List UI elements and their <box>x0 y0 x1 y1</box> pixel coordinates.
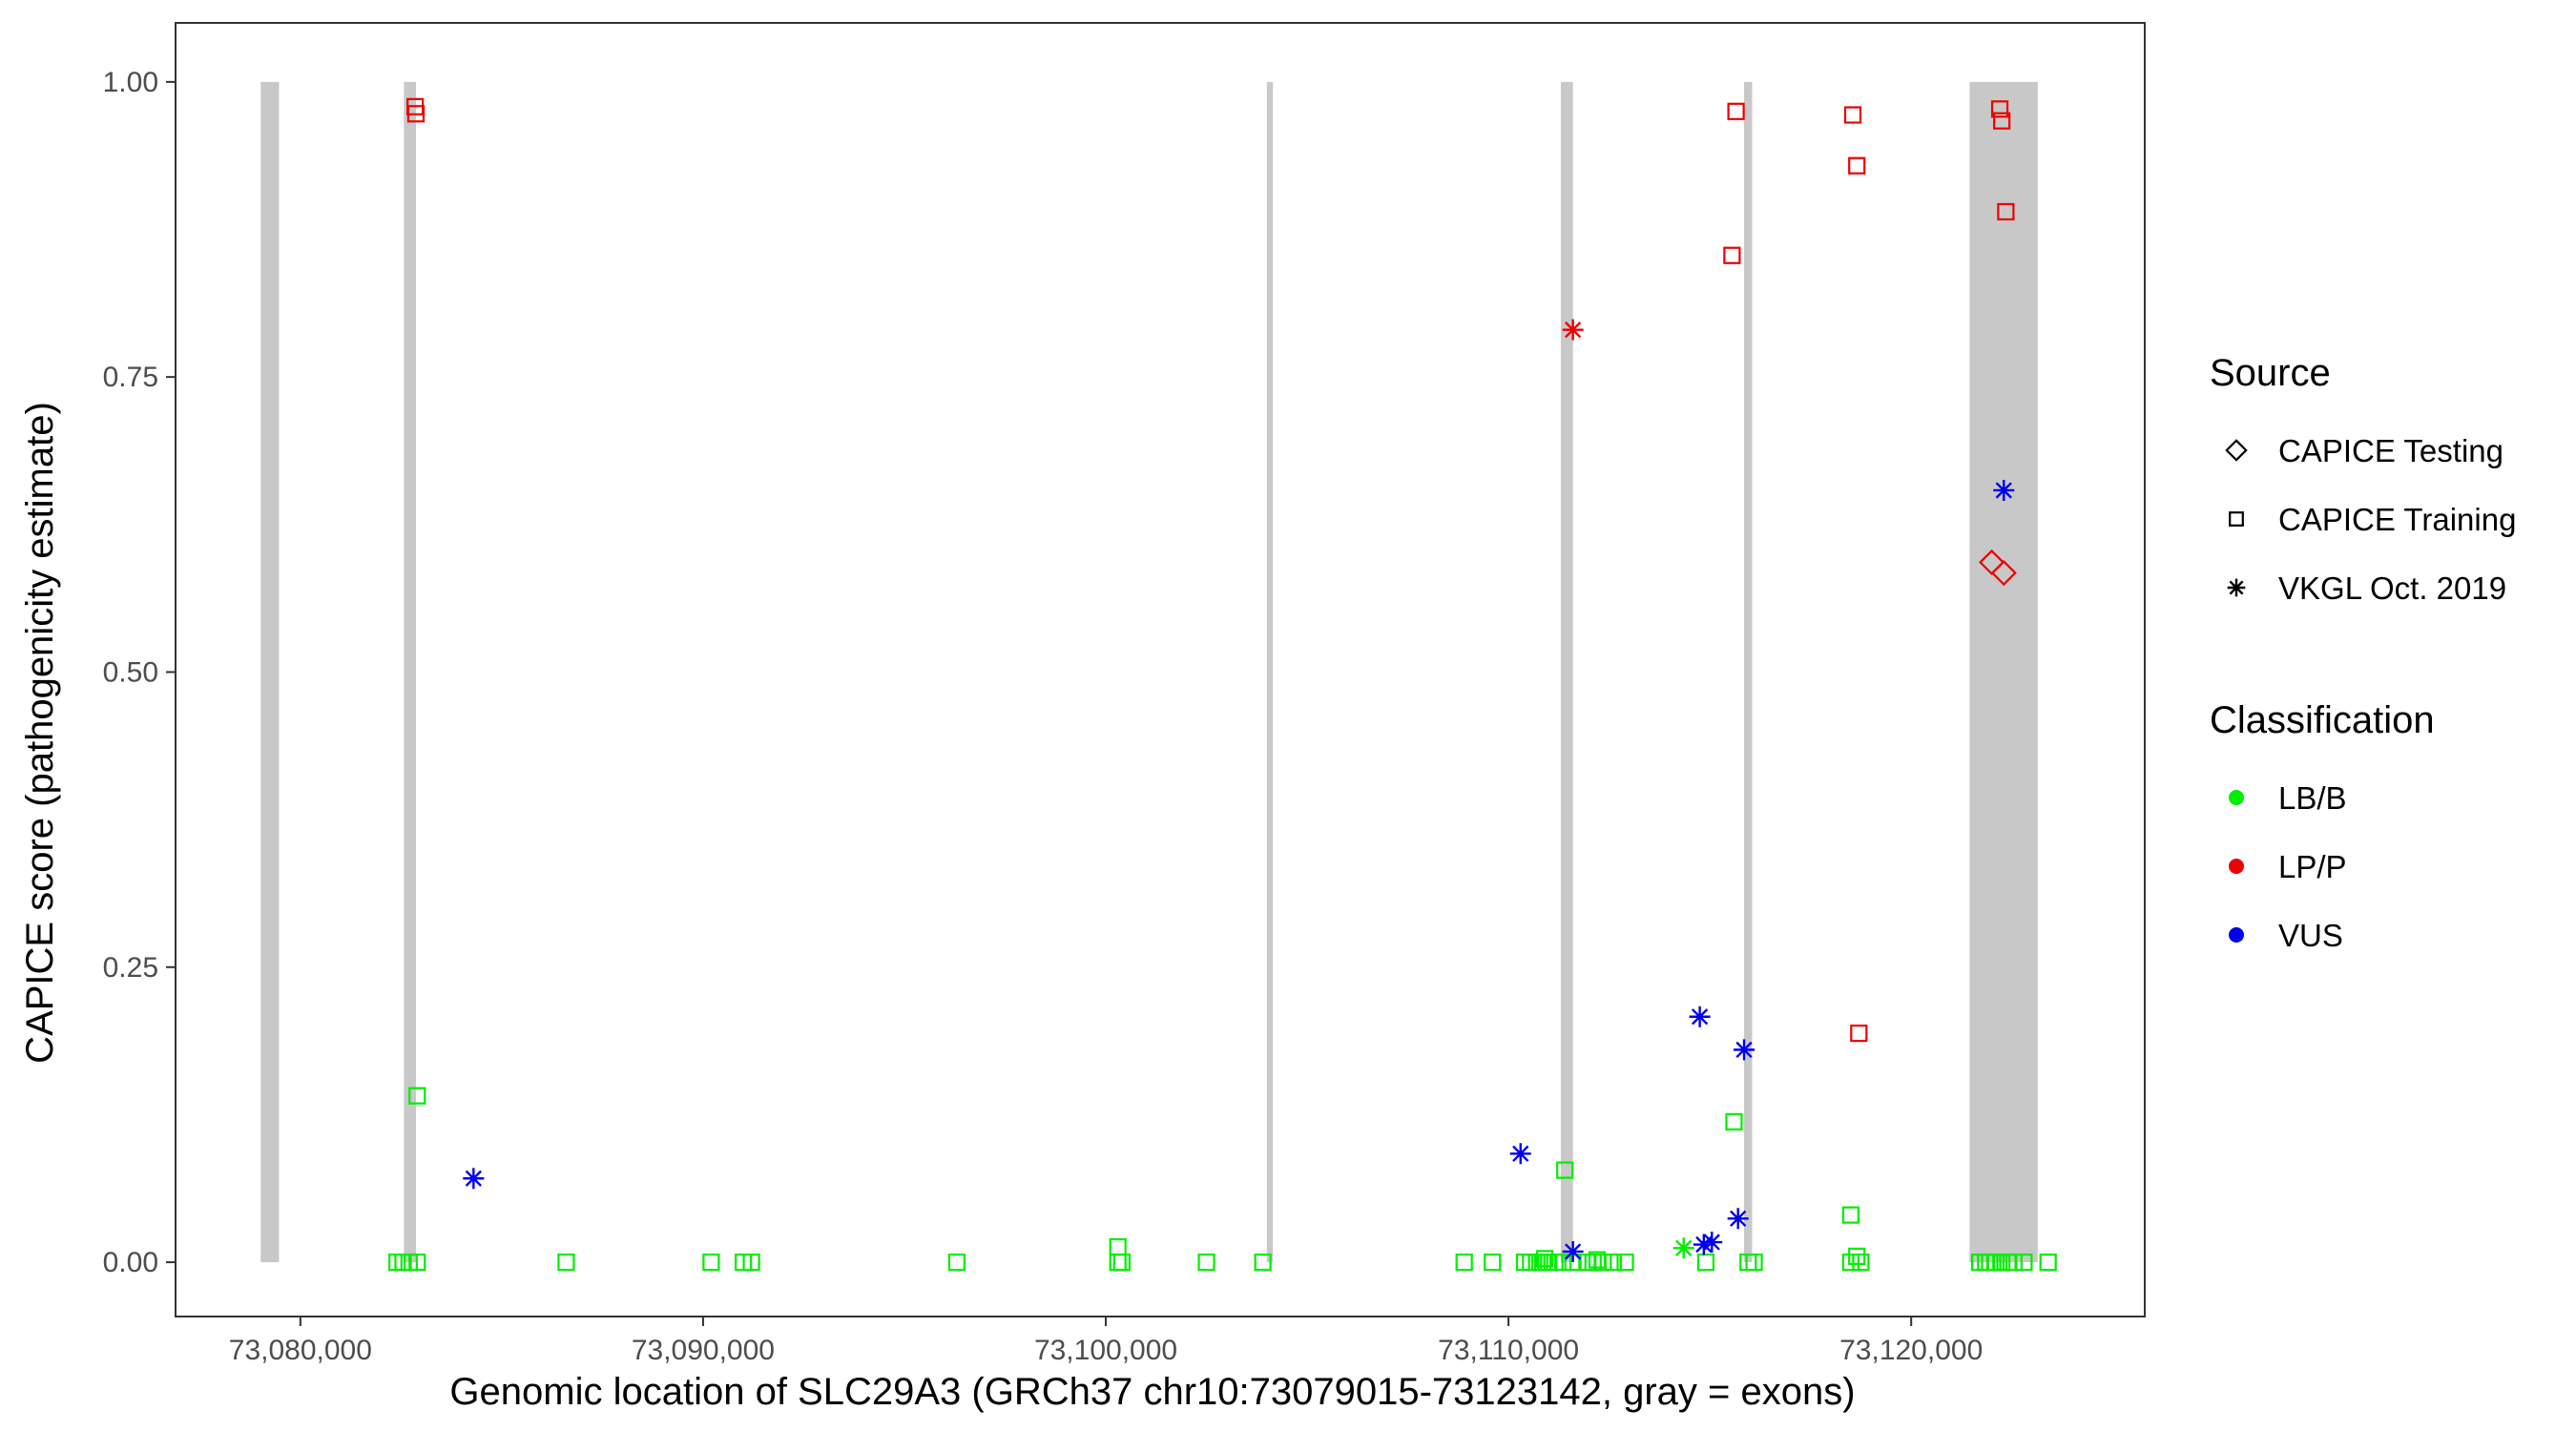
legend: Source CAPICE Testing CAPICE Training VKGL … <box>2210 352 2516 953</box>
data-point <box>2005 1253 2023 1272</box>
legend-key <box>2229 790 2244 805</box>
legend-label: CAPICE Testing <box>2278 433 2503 468</box>
data-point <box>1841 1253 1859 1272</box>
x-tick-label: 73,080,000 <box>229 1335 372 1366</box>
exon-band <box>404 81 416 1263</box>
data-point <box>557 1253 575 1272</box>
data-point <box>702 1253 720 1272</box>
legend-label: LP/P <box>2278 849 2347 884</box>
data-point <box>1562 319 1584 341</box>
exon-band <box>1266 81 1274 1263</box>
data-point <box>1727 102 1745 120</box>
exon-band <box>1560 81 1573 1263</box>
y-tick-label: 0.25 <box>103 952 158 984</box>
exon-band <box>1744 81 1753 1263</box>
legend-label: CAPICE Training <box>2278 502 2516 537</box>
data-point <box>408 1253 426 1272</box>
data-point <box>1509 1143 1531 1165</box>
data-point <box>1993 112 2011 130</box>
data-point <box>1734 1039 1755 1061</box>
data-point <box>1701 1232 1723 1254</box>
data-point <box>1993 479 2015 501</box>
data-point <box>1594 1253 1612 1272</box>
data-point <box>1696 1253 1715 1272</box>
data-point <box>1455 1253 1473 1272</box>
data-point <box>1850 1024 1868 1043</box>
legend-title: Source <box>2210 352 2331 394</box>
data-point <box>1990 559 2017 587</box>
legend-key <box>2227 578 2246 597</box>
x-tick-label: 73,100,000 <box>1034 1335 1177 1366</box>
exon-band <box>260 81 280 1263</box>
legend-key <box>2229 927 2244 943</box>
data-point <box>1852 1253 1870 1272</box>
legend-key <box>2229 511 2244 527</box>
x-axis-title: Genomic location of SLC29A3 (GRCh37 chr1… <box>449 1371 1855 1413</box>
data-point <box>1535 1250 1554 1268</box>
data-point <box>1584 1253 1602 1272</box>
y-tick-label: 0.75 <box>103 362 158 393</box>
data-point <box>1725 1112 1743 1130</box>
data-point <box>742 1253 760 1272</box>
data-point <box>1723 246 1741 264</box>
plot-panel <box>175 22 2146 1317</box>
legend-key <box>2229 859 2244 874</box>
data-point <box>406 105 426 123</box>
data-point <box>2039 1253 2057 1272</box>
data-point <box>1553 1253 1572 1272</box>
data-point <box>1843 106 1862 124</box>
data-point <box>408 1087 426 1105</box>
data-point <box>1616 1253 1634 1272</box>
y-tick-label: 1.00 <box>103 67 158 98</box>
data-point <box>1689 1006 1711 1027</box>
data-point <box>1997 202 2015 221</box>
legend-label: LB/B <box>2278 780 2347 816</box>
x-tick-label: 73,090,000 <box>632 1335 775 1366</box>
data-point <box>1848 1247 1866 1266</box>
data-point <box>1672 1237 1694 1259</box>
y-axis-title: CAPICE score (pathogenicity estimate) <box>19 402 61 1064</box>
y-tick-label: 0.50 <box>103 656 158 688</box>
data-point <box>463 1168 485 1190</box>
data-point <box>1745 1253 1763 1272</box>
data-point <box>1727 1208 1749 1230</box>
data-point <box>1990 100 2009 118</box>
axes: 73,080,000 73,090,000 73,100,000 73,110,000… <box>103 67 1984 1366</box>
legend-label: VUS <box>2278 918 2343 953</box>
legend-key <box>2225 439 2248 462</box>
data-point <box>1484 1253 1502 1272</box>
data-point <box>1197 1253 1215 1272</box>
legend-title: Classification <box>2210 699 2435 741</box>
x-tick-label: 73,110,000 <box>1438 1335 1579 1366</box>
data-point <box>947 1253 966 1272</box>
y-tick-label: 0.00 <box>103 1247 158 1278</box>
data-point <box>1693 1234 1714 1255</box>
data-point <box>1588 1251 1607 1269</box>
data-point <box>1848 156 1866 175</box>
legend-label: VKGL Oct. 2019 <box>2278 570 2506 606</box>
data-point <box>1109 1237 1127 1256</box>
data-point <box>1841 1206 1859 1224</box>
panel-border <box>175 22 2146 1317</box>
data-point <box>1556 1161 1574 1179</box>
data-point <box>2015 1253 2033 1272</box>
data-point <box>1254 1253 1272 1272</box>
data-point <box>1562 1240 1584 1262</box>
x-tick-label: 73,120,000 <box>1839 1335 1983 1366</box>
exon-band <box>1969 81 2038 1263</box>
